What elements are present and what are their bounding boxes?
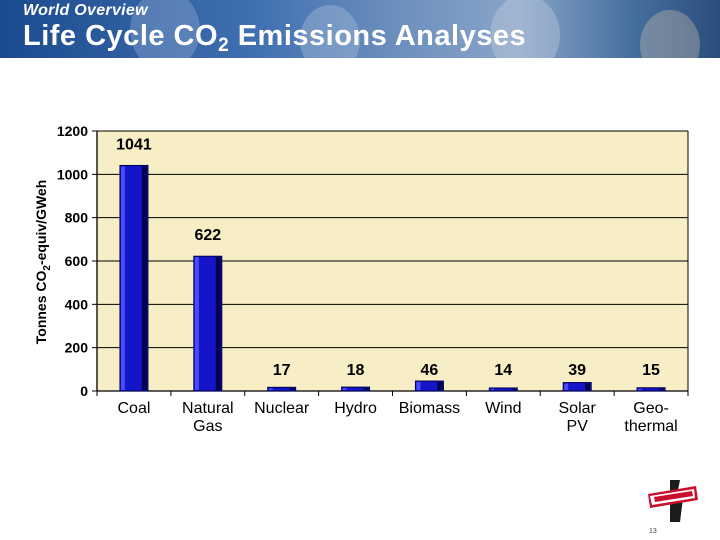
data-label: 622 [194, 227, 221, 244]
y-axis-title: Tonnes CO2-equiv/GWeh [33, 180, 53, 345]
y-tick-label: 200 [65, 340, 89, 356]
bar-shade [289, 388, 295, 390]
bar-group [341, 386, 371, 392]
banner-photo-figure [640, 10, 700, 58]
y-tick-label: 600 [65, 253, 89, 269]
data-label: 46 [421, 362, 439, 379]
bar-shade [215, 257, 221, 390]
bar-shade [437, 382, 443, 390]
banner-photo-figure [300, 5, 360, 58]
page-number: 13 [649, 528, 657, 535]
x-tick-label-line: Biomass [399, 400, 460, 417]
bar-group [193, 255, 223, 392]
bar-shade [511, 388, 517, 390]
bar-group [488, 387, 518, 392]
bar-group [414, 380, 444, 392]
bar-highlight [268, 388, 273, 390]
title-main: Life Cycle CO [23, 20, 219, 52]
bar [341, 386, 371, 392]
company-logo-icon [648, 480, 698, 522]
data-label: 1041 [116, 136, 152, 153]
y-tick-label: 1000 [57, 166, 88, 182]
bar-shade [585, 383, 591, 390]
x-tick-label-line: Solar [559, 400, 597, 417]
bar [414, 380, 444, 392]
bar-group [119, 164, 149, 392]
x-tick-label-line: Coal [117, 400, 150, 417]
data-label: 18 [347, 362, 365, 379]
bar [488, 387, 518, 392]
x-tick-label: Natural Gas [182, 400, 234, 435]
x-tick-label-line: thermal [624, 418, 677, 435]
x-tick-label-line: Wind [485, 400, 521, 417]
x-tick-label-line: Geo- [633, 400, 669, 417]
data-label: 15 [642, 362, 660, 379]
y-axis-title-subscript: 2 [42, 265, 53, 271]
bar-highlight [416, 382, 421, 390]
data-label: 39 [568, 362, 586, 379]
x-tick-label-line: Natural [182, 400, 234, 417]
bar-shade [659, 388, 665, 390]
bar-chart: 0 200 400 600 800 1000 1200 1041 Coal 622 Natural… [33, 123, 689, 435]
y-tick-label: 1200 [57, 123, 88, 139]
x-tick-label-line: Gas [193, 418, 222, 435]
bar-group [267, 386, 297, 392]
x-tick-label: Hydro [334, 400, 377, 417]
bar-highlight [342, 388, 347, 390]
x-tick-label: Biomass [399, 400, 460, 417]
title-rest: Emissions Analyses [229, 20, 527, 52]
bar-highlight [564, 383, 569, 390]
bar-shade [363, 388, 369, 390]
x-tick-label: Solar PV [559, 400, 597, 435]
header-banner: World Overview Life Cycle CO2 Emissions … [0, 0, 720, 58]
data-label: 14 [494, 362, 512, 379]
y-tick-label: 800 [65, 210, 89, 226]
bar-group [636, 387, 666, 392]
x-tick-label: Nuclear [254, 400, 310, 417]
bar-group [562, 382, 592, 392]
chart-marks-group: 1041 Coal 622 Natural Gas 17 Nuclear 18 Hydro 46 B… [116, 136, 678, 435]
x-tick-label-line: Hydro [334, 400, 377, 417]
x-tick-label: Geo-thermal [624, 400, 677, 435]
bar-highlight [638, 388, 643, 390]
section-label: World Overview [23, 2, 148, 19]
x-tick-label: Wind [485, 400, 521, 417]
bar-highlight [120, 166, 125, 390]
bar-shade [141, 166, 147, 390]
x-tick-label-line: Nuclear [254, 400, 310, 417]
x-tick-label: Coal [117, 400, 150, 417]
slide-title: Life Cycle CO2 Emissions Analyses [23, 20, 526, 57]
title-subscript: 2 [218, 35, 230, 56]
y-tick-label: 0 [80, 383, 88, 399]
bar [636, 387, 666, 392]
bar [562, 382, 592, 392]
bar [267, 386, 297, 392]
bar-highlight [490, 388, 495, 390]
bar-highlight [194, 257, 199, 390]
banner-photo-figure [130, 0, 200, 58]
plot-area-group: 0 200 400 600 800 1000 1200 [57, 123, 689, 399]
data-label: 17 [273, 362, 291, 379]
y-tick-label: 400 [65, 296, 89, 312]
x-tick-label-line: PV [567, 418, 589, 435]
y-axis-title-part1: Tonnes CO [33, 271, 49, 345]
y-axis-title-part2: -equiv/GWeh [33, 180, 49, 265]
banner-photo-figure [490, 0, 560, 58]
